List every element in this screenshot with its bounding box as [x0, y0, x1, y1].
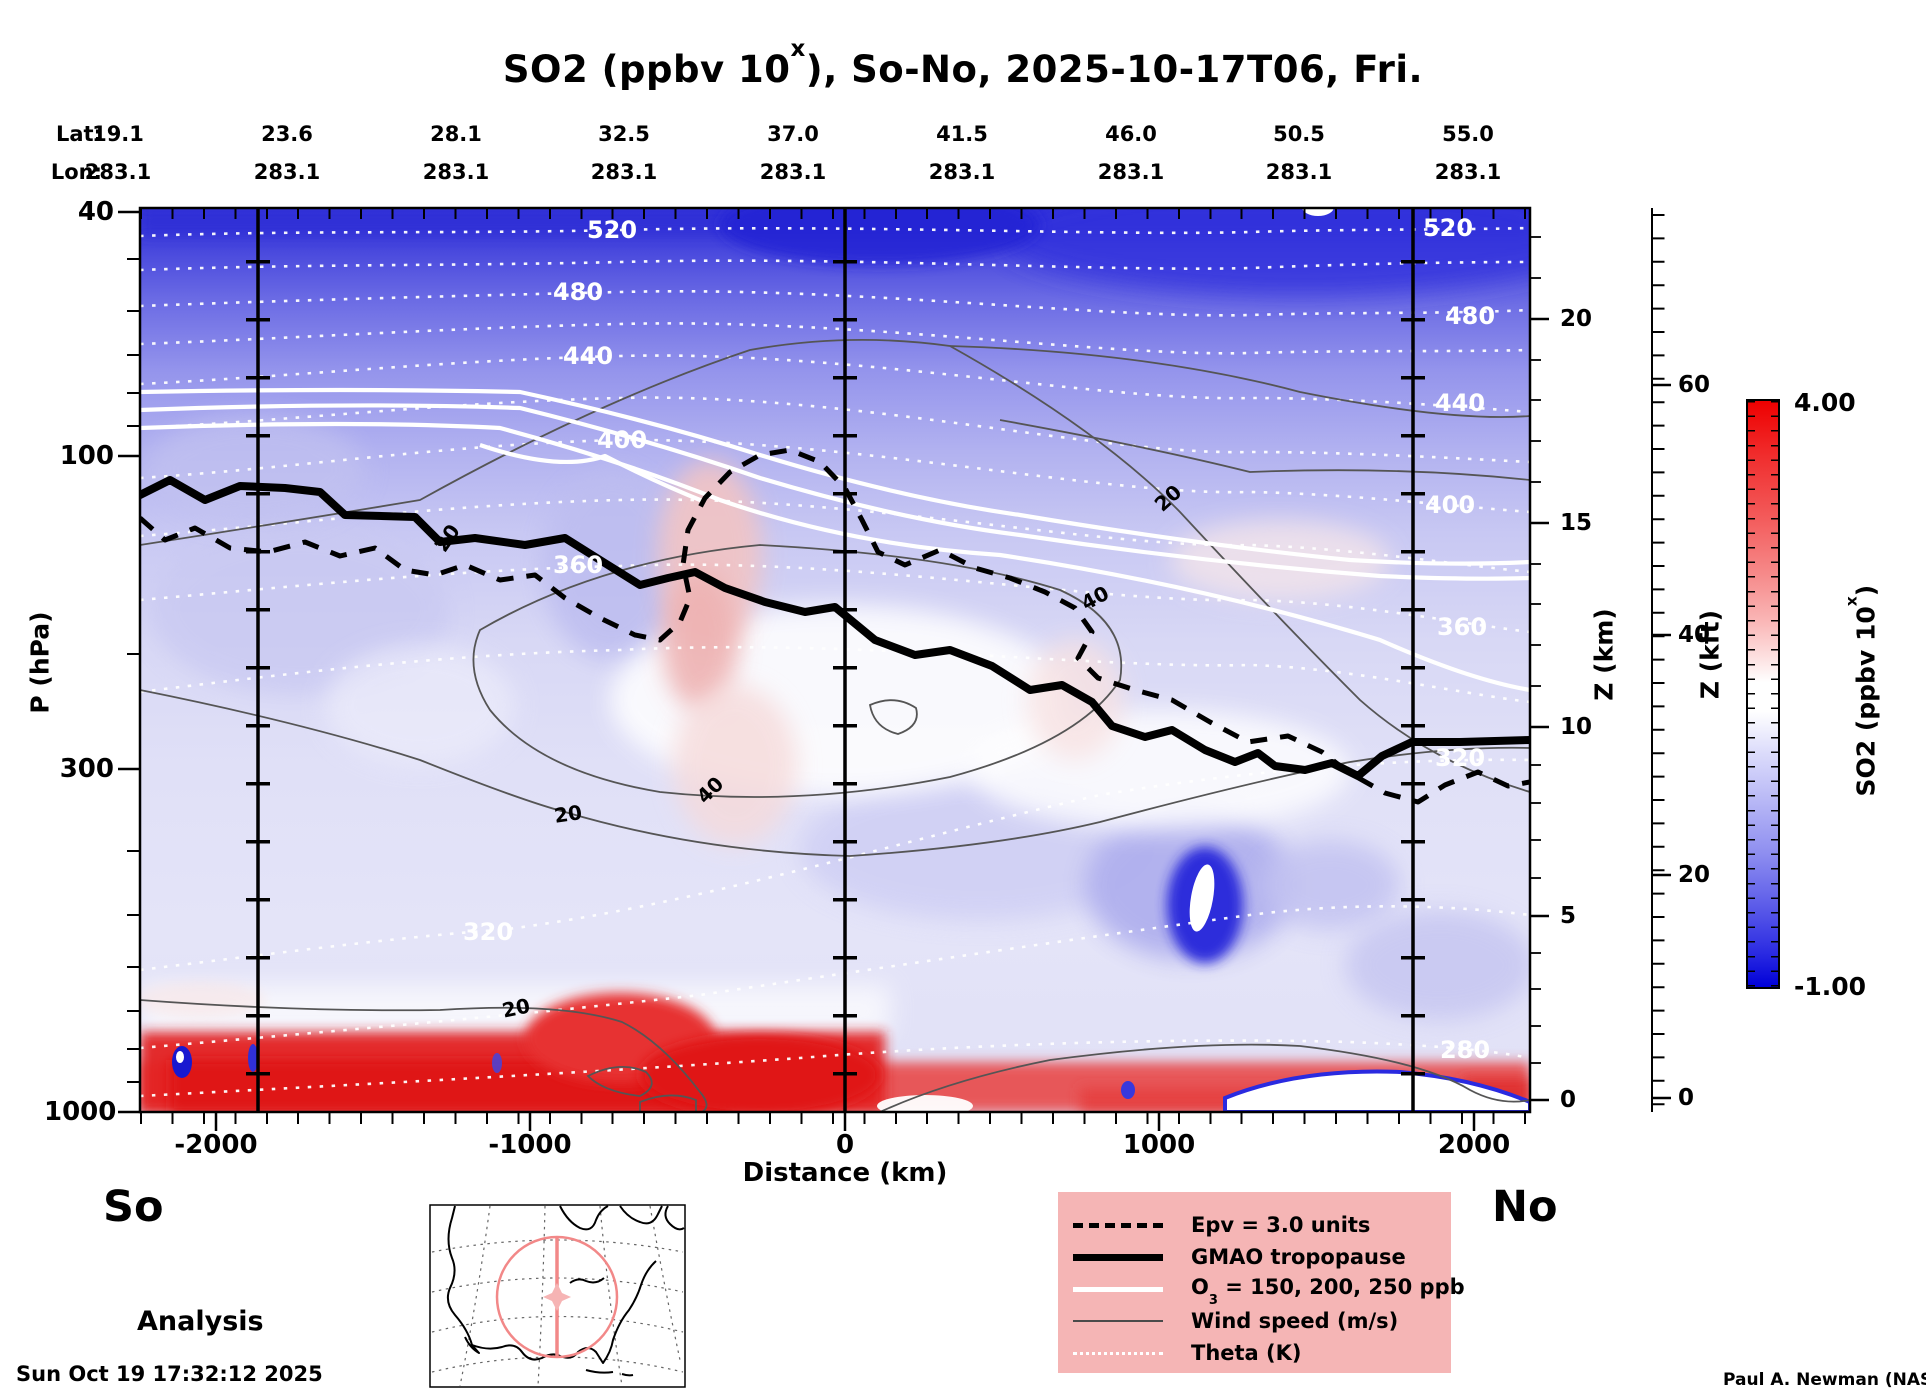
z-kft-axis	[1651, 208, 1671, 1112]
north-endpoint-label: No	[1492, 1182, 1558, 1232]
theta-label: 440	[562, 342, 614, 370]
map-inset	[429, 1204, 686, 1388]
legend-label: O3 = 150, 200, 250 ppb	[1191, 1274, 1465, 1308]
ozone-line-swatch	[1073, 1286, 1163, 1292]
legend: Epv = 3.0 units GMAO tropopause O3 = 150…	[1058, 1192, 1465, 1373]
lat-value: 32.5	[598, 122, 650, 146]
x-tick: 1000	[1122, 1130, 1196, 1160]
theta-label: 360	[552, 551, 604, 579]
epv-line-swatch	[1073, 1222, 1163, 1228]
theta-label: 480	[1444, 302, 1496, 330]
lat-value: 46.0	[1105, 122, 1157, 146]
page-title: SO2 (ppbv 10x), So-No, 2025-10-17T06, Fr…	[502, 36, 1424, 91]
lat-value: 55.0	[1442, 122, 1494, 146]
zkft-60: 60	[1678, 372, 1711, 398]
lon-value: 283.1	[422, 160, 490, 184]
epv-line	[140, 447, 1530, 805]
p-tick-300: 300	[59, 754, 114, 784]
p-tick-1000: 1000	[44, 1097, 117, 1127]
lon-value: 283.1	[1097, 160, 1165, 184]
top-minor-ticks	[140, 209, 1530, 219]
theta-label: 320	[1434, 744, 1486, 772]
lat-value: 28.1	[430, 122, 482, 146]
colorbar-ticks-left	[1748, 401, 1755, 987]
zkft-40: 40	[1678, 622, 1711, 648]
zkft-0: 0	[1678, 1085, 1695, 1111]
colorbar-min: -1.00	[1794, 972, 1867, 1001]
theta-label: 320	[462, 918, 514, 946]
p-tick-100: 100	[59, 441, 114, 471]
analysis-label: Analysis	[137, 1306, 264, 1337]
theta-label: 520	[586, 216, 638, 244]
lon-value: 283.1	[759, 160, 827, 184]
zkm-10: 10	[1560, 714, 1593, 740]
lon-value: 283.1	[590, 160, 658, 184]
legend-row-epv: Epv = 3.0 units	[1073, 1210, 1493, 1240]
legend-row-wind: Wind speed (m/s)	[1073, 1306, 1493, 1336]
theta-label: 360	[1436, 613, 1488, 641]
x-tick: -1000	[488, 1130, 572, 1160]
x-tick: 0	[835, 1130, 855, 1160]
coastline	[446, 1205, 685, 1377]
legend-row-gmao: GMAO tropopause	[1073, 1242, 1493, 1272]
legend-row-o3: O3 = 150, 200, 250 ppb	[1073, 1274, 1493, 1308]
colorbar	[1746, 399, 1780, 989]
colorbar-max: 4.00	[1794, 388, 1856, 417]
theta-label: 480	[552, 278, 604, 306]
lat-value: 41.5	[936, 122, 988, 146]
zkft-20: 20	[1678, 862, 1711, 888]
wind-line-swatch	[1073, 1320, 1163, 1322]
lon-value: 283.1	[253, 160, 321, 184]
theta-label: 520	[1422, 214, 1474, 242]
legend-label: Epv = 3.0 units	[1191, 1213, 1371, 1237]
plot-border	[138, 206, 1532, 1114]
theta-line-swatch	[1073, 1351, 1163, 1355]
lat-row-label: Lat:	[56, 122, 102, 146]
legend-label: GMAO tropopause	[1191, 1245, 1406, 1269]
lon-value: 283.1	[1434, 160, 1502, 184]
x-tick: -2000	[174, 1130, 258, 1160]
x-tick: 2000	[1437, 1130, 1511, 1160]
lat-value: 19.1	[92, 122, 144, 146]
lon-row-label: Lon:	[50, 160, 102, 184]
lat-value: 50.5	[1273, 122, 1325, 146]
z-km-axis-ticks	[1530, 236, 1549, 1102]
zkm-5: 5	[1560, 903, 1577, 929]
ozone-contours	[140, 387, 1530, 693]
tropopause-line-swatch	[1073, 1253, 1163, 1261]
lon-value: 283.1	[84, 160, 152, 184]
legend-label: Theta (K)	[1191, 1341, 1302, 1365]
lat-value: 23.6	[261, 122, 313, 146]
zkm-0: 0	[1560, 1087, 1577, 1113]
theta-label: 400	[1424, 491, 1476, 519]
zkm-20: 20	[1560, 306, 1593, 332]
pressure-axis-ticks	[118, 210, 140, 1114]
section-marker	[495, 1235, 619, 1359]
south-endpoint-label: So	[103, 1182, 164, 1232]
lat-value: 37.0	[767, 122, 819, 146]
lon-value: 283.1	[1265, 160, 1333, 184]
theta-label: 440	[1434, 389, 1486, 417]
credit: Paul A. Newman (NASA	[1723, 1370, 1926, 1390]
legend-row-theta: Theta (K)	[1073, 1338, 1493, 1368]
tropopause-line	[140, 476, 1530, 780]
zkm-15: 15	[1560, 510, 1593, 536]
legend-label: Wind speed (m/s)	[1191, 1309, 1399, 1333]
so2-shading	[140, 208, 1530, 1112]
distance-axis-label: Distance (km)	[742, 1158, 948, 1188]
theta-label: 400	[596, 426, 648, 454]
timestamp: Sun Oct 19 17:32:12 2025	[16, 1362, 323, 1386]
lon-value: 283.1	[928, 160, 996, 184]
colorbar-ticks-right	[1771, 401, 1778, 987]
bottom-minor-ticks	[140, 1113, 1530, 1124]
vertical-marker-lines	[246, 208, 1425, 1112]
p-tick-40: 40	[77, 197, 114, 227]
theta-label: 280	[1439, 1036, 1491, 1064]
